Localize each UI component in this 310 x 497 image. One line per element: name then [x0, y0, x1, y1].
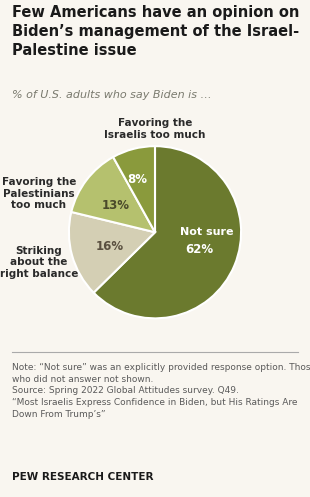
- Wedge shape: [113, 146, 155, 232]
- Wedge shape: [94, 146, 241, 319]
- Wedge shape: [69, 212, 155, 293]
- Text: 13%: 13%: [102, 199, 130, 212]
- Wedge shape: [71, 157, 155, 232]
- Text: 16%: 16%: [96, 241, 124, 253]
- Text: Favoring the
Israelis too much: Favoring the Israelis too much: [104, 118, 206, 140]
- Text: % of U.S. adults who say Biden is …: % of U.S. adults who say Biden is …: [12, 89, 212, 100]
- Text: 62%: 62%: [185, 243, 213, 256]
- Text: Few Americans have an opinion on
Biden’s management of the Israel-
Palestine iss: Few Americans have an opinion on Biden’s…: [12, 5, 300, 58]
- Text: Note: “Not sure” was an explicitly provided response option. Those
who did not a: Note: “Not sure” was an explicitly provi…: [12, 363, 310, 419]
- Text: Favoring the
Palestinians
too much: Favoring the Palestinians too much: [2, 177, 76, 210]
- Text: PEW RESEARCH CENTER: PEW RESEARCH CENTER: [12, 472, 154, 482]
- Text: Striking
about the
right balance: Striking about the right balance: [0, 246, 78, 279]
- Text: Not sure: Not sure: [180, 227, 233, 237]
- Text: 8%: 8%: [128, 172, 148, 185]
